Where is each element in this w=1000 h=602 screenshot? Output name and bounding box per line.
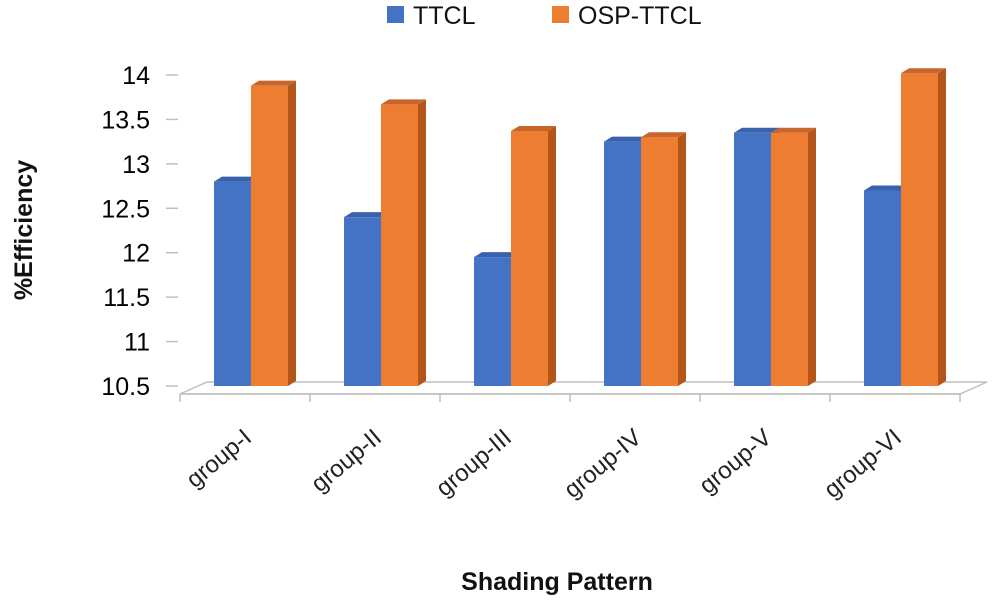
- bar-side: [678, 132, 686, 386]
- bar-top: [771, 127, 816, 133]
- bar-top: [864, 185, 909, 191]
- bar-top: [734, 127, 779, 133]
- bar-osp-ttcl-group-i: [251, 80, 296, 387]
- x-tick-label: group-IV: [559, 424, 647, 504]
- bar-front: [214, 181, 251, 386]
- y-tick-label: 10.5: [101, 373, 150, 401]
- bar-front: [251, 85, 288, 387]
- bar-top: [641, 132, 686, 138]
- bar-osp-ttcl-group-vi: [901, 68, 946, 387]
- bar-osp-ttcl-group-v: [771, 127, 816, 386]
- y-axis: 10.5 11 11.5 12 12.5 13 13.5 14: [101, 62, 178, 401]
- bar-top: [604, 136, 649, 142]
- bar-front: [901, 73, 938, 387]
- bar-top: [901, 68, 946, 74]
- y-axis-title: %Efficiency: [10, 160, 38, 300]
- legend: TTCL OSP-TTCL: [387, 2, 702, 30]
- bar-top: [214, 176, 259, 182]
- y-tick-label: 11.5: [103, 284, 150, 312]
- bar-top: [381, 99, 426, 105]
- bar-front: [864, 190, 901, 386]
- bar-top: [251, 80, 296, 86]
- x-tick-label: group-VI: [819, 424, 907, 504]
- bar-osp-ttcl-group-iv: [641, 132, 686, 386]
- x-tick-label: group-II: [306, 424, 387, 498]
- bar-front: [474, 257, 511, 386]
- y-tick-label: 13: [122, 151, 150, 179]
- bar-front: [604, 141, 641, 386]
- x-tick-label: group-III: [431, 424, 517, 502]
- bar-side: [938, 68, 946, 387]
- bar-front: [641, 137, 678, 386]
- bar-side: [548, 125, 556, 386]
- bar-front: [511, 130, 548, 386]
- bar-osp-ttcl-group-iii: [511, 125, 556, 386]
- y-tick-label: 11: [124, 329, 150, 357]
- y-tick-label: 14: [122, 62, 150, 90]
- bar-front: [344, 217, 381, 386]
- bar-top: [344, 212, 389, 218]
- bar-side: [288, 80, 296, 387]
- x-tick-label: group-V: [694, 424, 777, 500]
- y-tick-label: 13.5: [101, 106, 150, 134]
- bar-front: [381, 104, 418, 386]
- legend-swatch-osp-ttcl: [552, 6, 569, 23]
- y-tick-label: 12: [122, 240, 150, 268]
- legend-label-ttcl: TTCL: [413, 2, 476, 30]
- bar-front: [771, 132, 808, 386]
- bar-side: [418, 99, 426, 386]
- legend-label-osp-ttcl: OSP-TTCL: [578, 2, 702, 30]
- bar-top: [511, 125, 556, 131]
- bar-front: [734, 132, 771, 386]
- y-tick-label: 12.5: [101, 195, 150, 223]
- x-axis-title: Shading Pattern: [461, 568, 653, 596]
- bar-top: [474, 252, 519, 258]
- x-axis: group-I group-II group-III group-IV group-V g…: [179, 393, 961, 504]
- bar-side: [808, 127, 816, 386]
- bars: [214, 68, 946, 387]
- x-tick-label: group-I: [181, 424, 257, 494]
- bar-osp-ttcl-group-ii: [381, 99, 426, 386]
- legend-swatch-ttcl: [387, 6, 404, 23]
